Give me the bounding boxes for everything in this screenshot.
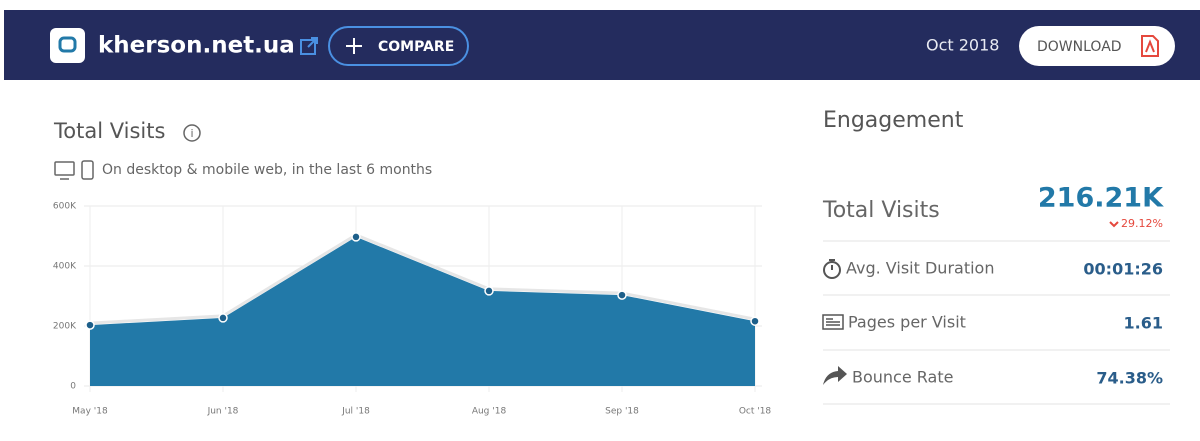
info-glyph: i xyxy=(190,127,193,140)
row-value: 74.38% xyxy=(1096,369,1163,388)
line xyxy=(89,233,756,325)
total-visits-change: 29.12% xyxy=(1121,217,1163,230)
area xyxy=(90,236,755,386)
external-link-icon[interactable] xyxy=(300,37,318,55)
bounce-icon xyxy=(823,366,847,385)
total-visits-value: 216.21K xyxy=(1038,183,1164,214)
row-label: Avg. Visit Duration xyxy=(846,259,994,278)
site-name: kherson.net.ua xyxy=(98,33,295,59)
chart-title: Total Visits xyxy=(53,119,165,143)
down-arrow xyxy=(1109,221,1119,228)
x-tick-label: Oct '18 xyxy=(739,407,772,417)
y-tick-label: 0 xyxy=(70,382,76,392)
site-logo xyxy=(50,28,85,63)
stopwatch-icon xyxy=(823,259,841,279)
x-tick-label: Sep '18 xyxy=(605,407,639,417)
point xyxy=(484,286,494,296)
point xyxy=(617,290,627,300)
x-tick-label: Aug '18 xyxy=(472,407,507,417)
point xyxy=(218,313,228,323)
pages-icon xyxy=(822,314,844,330)
plus-icon xyxy=(346,38,362,54)
y-tick-label: 200K xyxy=(53,322,77,332)
download-button[interactable] xyxy=(1019,26,1175,66)
chart-subtitle: On desktop & mobile web, in the last 6 m… xyxy=(102,162,432,178)
compare-label[interactable]: COMPARE xyxy=(378,39,454,55)
point xyxy=(85,320,95,330)
compare-button[interactable] xyxy=(328,26,469,66)
pdf-icon xyxy=(1141,35,1159,57)
y-tick-label: 600K xyxy=(53,202,77,212)
x-tick-label: Jul '18 xyxy=(341,407,370,417)
row-label: Bounce Rate xyxy=(852,368,953,387)
total-visits-label: Total Visits xyxy=(822,198,940,223)
date-label: Oct 2018 xyxy=(926,36,999,55)
row-value: 1.61 xyxy=(1124,314,1163,333)
info-icon[interactable] xyxy=(183,124,201,142)
row-label: Pages per Visit xyxy=(848,313,966,332)
x-tick-label: Jun '18 xyxy=(207,407,239,417)
logo-glyph xyxy=(58,36,77,53)
header-bar xyxy=(4,10,1200,80)
point xyxy=(351,232,361,242)
y-tick-label: 400K xyxy=(53,262,77,272)
device-icons xyxy=(54,160,94,180)
download-label[interactable]: DOWNLOAD xyxy=(1037,39,1122,55)
point xyxy=(750,316,760,326)
engagement-title: Engagement xyxy=(823,108,964,133)
x-tick-label: May '18 xyxy=(72,407,108,417)
row-value: 00:01:26 xyxy=(1083,260,1163,279)
